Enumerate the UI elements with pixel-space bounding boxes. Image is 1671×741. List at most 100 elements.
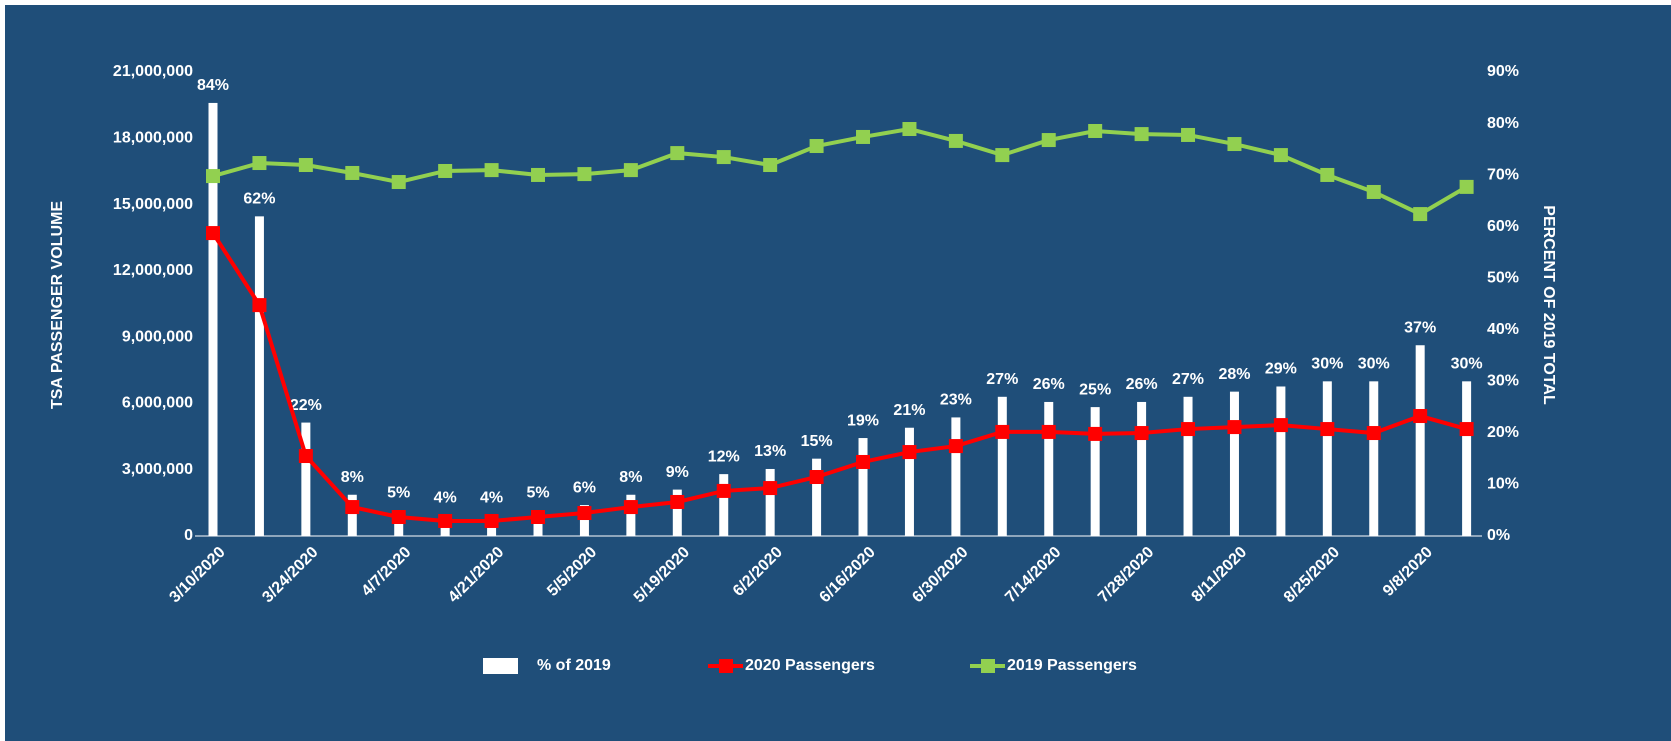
- bar: [1183, 396, 1193, 536]
- marker: [763, 158, 778, 173]
- marker: [1413, 409, 1428, 424]
- bar: [1137, 401, 1147, 536]
- y2-tick-label: 20%: [1487, 424, 1519, 441]
- marker: [856, 454, 871, 469]
- y2-tick-label: 30%: [1487, 373, 1519, 390]
- marker: [577, 506, 592, 521]
- marker: [298, 158, 313, 173]
- bar: [1229, 391, 1239, 536]
- y-tick-label: 6,000,000: [122, 395, 193, 412]
- marker: [1320, 422, 1335, 437]
- data-label: 22%: [290, 397, 322, 414]
- marker: [1227, 137, 1242, 152]
- data-label: 26%: [1033, 376, 1065, 393]
- bar: [208, 102, 218, 536]
- data-label: 23%: [940, 392, 972, 409]
- marker: [1459, 422, 1474, 437]
- bar: [626, 494, 636, 536]
- y-axis-title: TSA PASSENGER VOLUME: [49, 201, 66, 409]
- bar: [1415, 345, 1425, 536]
- marker: [484, 513, 499, 528]
- data-label: 4%: [434, 490, 457, 507]
- marker: [206, 226, 220, 241]
- marker: [391, 175, 406, 190]
- marker: [1134, 127, 1149, 142]
- bar: [951, 417, 961, 536]
- y-tick-label: 21,000,000: [113, 63, 193, 80]
- marker: [1413, 207, 1428, 222]
- data-label: 37%: [1404, 319, 1436, 336]
- data-label: 9%: [666, 464, 689, 481]
- line: [211, 231, 1468, 523]
- y2-tick-label: 40%: [1487, 321, 1519, 338]
- data-label: 21%: [893, 402, 925, 419]
- y2-tick-label: 50%: [1487, 269, 1519, 286]
- legend-label: 2019 Passengers: [1007, 657, 1137, 674]
- data-label: 26%: [1126, 376, 1158, 393]
- data-label: 19%: [847, 412, 879, 429]
- marker: [252, 298, 267, 313]
- y-tick-label: 3,000,000: [122, 461, 193, 478]
- bar: [1044, 401, 1054, 536]
- marker: [995, 148, 1010, 163]
- data-label: 4%: [480, 490, 503, 507]
- bar: [1322, 381, 1332, 536]
- bar: [1462, 381, 1472, 536]
- marker: [995, 424, 1010, 439]
- data-label: 5%: [526, 484, 549, 501]
- data-label: 29%: [1265, 361, 1297, 378]
- marker: [1366, 426, 1381, 441]
- chart-background: [5, 5, 1671, 741]
- y-tick-label: 15,000,000: [113, 196, 193, 213]
- legend-swatch: [719, 659, 733, 673]
- marker: [948, 439, 963, 454]
- marker: [902, 122, 917, 137]
- bar: [765, 468, 775, 536]
- data-label: 12%: [708, 448, 740, 465]
- marker: [531, 509, 546, 524]
- marker: [252, 156, 267, 171]
- y2-tick-label: 60%: [1487, 218, 1519, 235]
- marker: [809, 139, 824, 154]
- data-label: 8%: [341, 469, 364, 486]
- marker: [716, 150, 731, 165]
- data-label: 30%: [1451, 356, 1483, 373]
- legend-swatch: [981, 659, 995, 673]
- bar: [301, 422, 311, 536]
- bar: [579, 505, 589, 536]
- marker: [809, 470, 824, 485]
- marker: [1088, 123, 1103, 138]
- marker: [484, 163, 499, 178]
- marker: [391, 509, 406, 524]
- y-tick-label: 0: [184, 527, 193, 544]
- data-label: 27%: [986, 371, 1018, 388]
- bar: [858, 438, 868, 536]
- data-label: 30%: [1311, 356, 1343, 373]
- data-label: 27%: [1172, 371, 1204, 388]
- y2-tick-label: 0%: [1487, 527, 1510, 544]
- marker: [948, 133, 963, 148]
- data-label: 13%: [754, 443, 786, 460]
- bar: [672, 489, 682, 536]
- y-tick-label: 18,000,000: [113, 130, 193, 147]
- legend-label: 2020 Passengers: [745, 657, 875, 674]
- marker: [1227, 420, 1242, 435]
- marker: [856, 129, 871, 144]
- legend-label: % of 2019: [537, 657, 611, 674]
- marker: [206, 169, 220, 184]
- data-label: 6%: [573, 479, 596, 496]
- y2-tick-label: 90%: [1487, 63, 1519, 80]
- marker: [531, 167, 546, 182]
- marker: [763, 481, 778, 496]
- bar: [347, 494, 357, 536]
- y-tick-label: 12,000,000: [113, 262, 193, 279]
- marker: [1366, 184, 1381, 199]
- bar: [719, 474, 729, 536]
- marker: [902, 445, 917, 460]
- data-label: 25%: [1079, 381, 1111, 398]
- marker: [1181, 422, 1196, 437]
- marker: [623, 500, 638, 515]
- data-label: 62%: [243, 191, 275, 208]
- marker: [716, 483, 731, 498]
